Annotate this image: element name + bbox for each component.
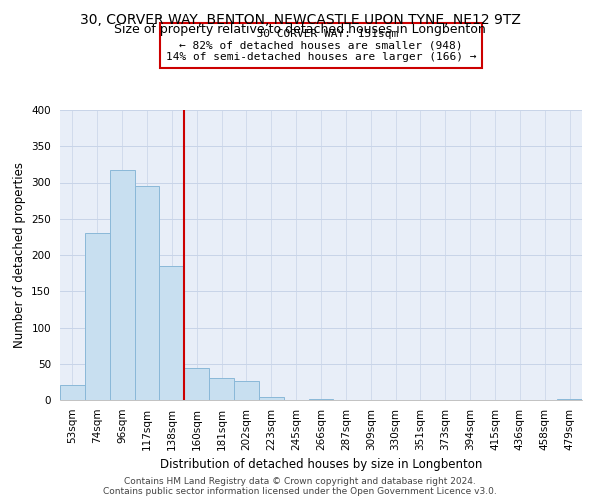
Bar [184, 368, 209, 400]
X-axis label: Distribution of detached houses by size in Longbenton: Distribution of detached houses by size … [160, 458, 482, 471]
Text: Size of property relative to detached houses in Longbenton: Size of property relative to detached ho… [114, 22, 486, 36]
Y-axis label: Number of detached properties: Number of detached properties [13, 162, 26, 348]
Bar [110, 170, 134, 400]
Bar [60, 385, 85, 400]
Text: Contains public sector information licensed under the Open Government Licence v3: Contains public sector information licen… [103, 488, 497, 496]
Text: 30, CORVER WAY, BENTON, NEWCASTLE UPON TYNE, NE12 9TZ: 30, CORVER WAY, BENTON, NEWCASTLE UPON T… [80, 12, 520, 26]
Bar [209, 378, 234, 400]
Bar [85, 233, 110, 400]
Bar [134, 186, 160, 400]
Bar [259, 397, 284, 400]
Bar [234, 381, 259, 400]
Text: 30 CORVER WAY: 151sqm
← 82% of detached houses are smaller (948)
14% of semi-det: 30 CORVER WAY: 151sqm ← 82% of detached … [166, 29, 476, 62]
Text: Contains HM Land Registry data © Crown copyright and database right 2024.: Contains HM Land Registry data © Crown c… [124, 478, 476, 486]
Bar [160, 266, 184, 400]
